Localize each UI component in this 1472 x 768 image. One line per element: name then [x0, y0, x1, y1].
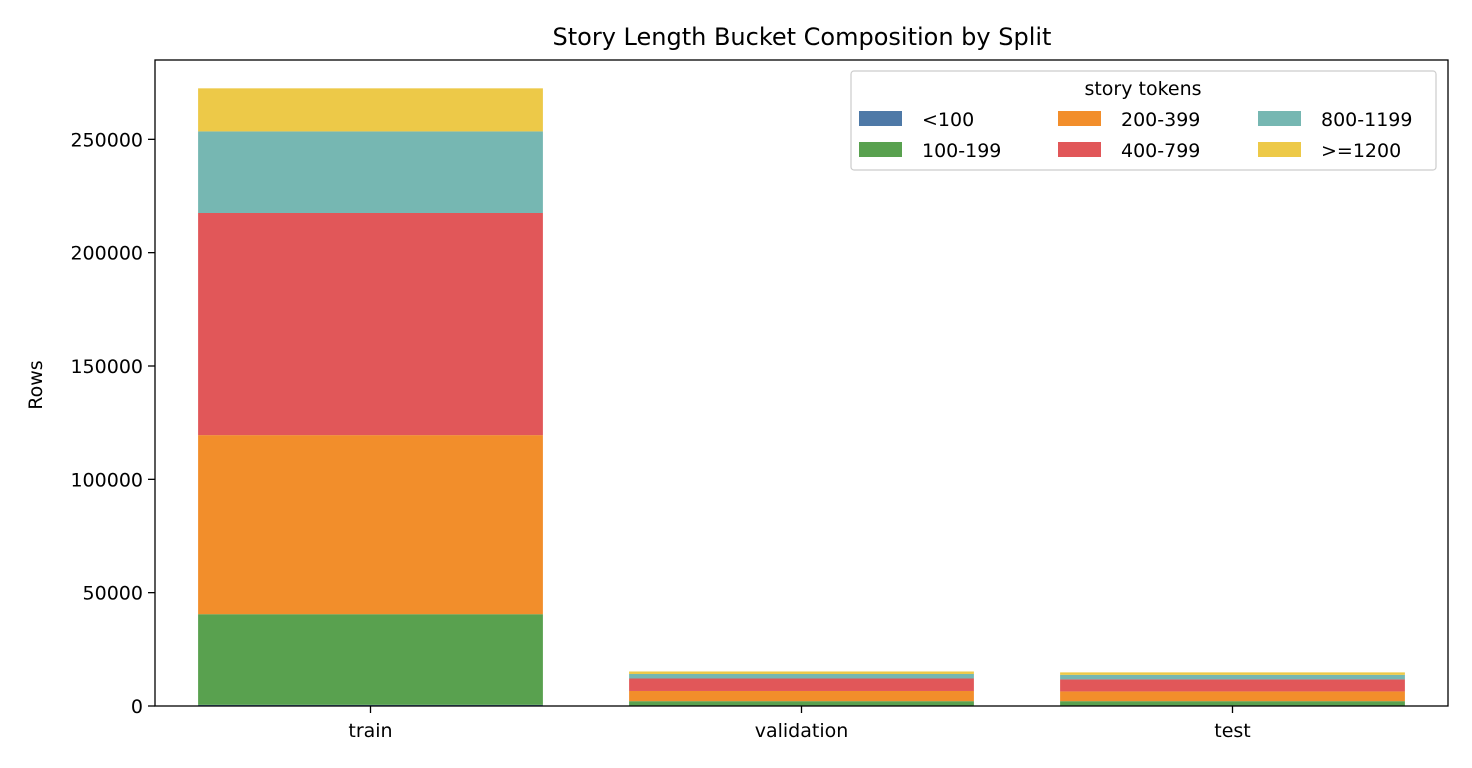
legend-label: >=1200	[1321, 140, 1401, 162]
x-axis-ticks: train validation test	[348, 706, 1251, 742]
bar-segment-train-2	[198, 435, 543, 615]
x-tick-label: train	[348, 720, 392, 742]
bar-segment-test-5	[1060, 672, 1405, 675]
legend-label: 800-1199	[1321, 109, 1412, 131]
y-tick-label: 100000	[70, 469, 143, 491]
y-axis-ticks: 0 50000 100000 150000 200000 250000	[70, 129, 155, 718]
y-tick-label: 200000	[70, 243, 143, 265]
y-tick-label: 0	[131, 696, 143, 718]
y-tick-label: 250000	[70, 129, 143, 151]
bar-segment-train-4	[198, 131, 543, 213]
y-tick-label: 150000	[70, 356, 143, 378]
legend-label: 400-799	[1121, 140, 1200, 162]
y-axis-label: Rows	[25, 360, 47, 409]
legend-swatch	[859, 142, 902, 157]
bar-segment-train-3	[198, 213, 543, 436]
legend-swatch	[1058, 142, 1101, 157]
bar-segment-validation-1	[629, 701, 974, 706]
x-tick-label: validation	[755, 720, 849, 742]
bar-stacks	[198, 88, 1405, 706]
legend-title: story tokens	[1084, 78, 1201, 100]
chart-title: Story Length Bucket Composition by Split	[553, 23, 1052, 51]
x-tick-label: test	[1214, 720, 1251, 742]
bar-segment-validation-3	[629, 678, 974, 691]
legend-swatch	[859, 111, 902, 126]
y-tick-label: 50000	[83, 583, 143, 605]
bar-segment-validation-4	[629, 673, 974, 679]
bar-segment-validation-2	[629, 690, 974, 702]
bar-segment-test-4	[1060, 674, 1405, 680]
legend-label: 200-399	[1121, 109, 1200, 131]
bar-segment-train-5	[198, 88, 543, 132]
legend-label: 100-199	[922, 140, 1001, 162]
bar-segment-validation-5	[629, 671, 974, 674]
bar-segment-train-1	[198, 614, 543, 705]
bar-segment-test-1	[1060, 701, 1405, 706]
legend-swatch	[1258, 142, 1301, 157]
legend-swatch	[1258, 111, 1301, 126]
legend-label: <100	[922, 109, 974, 131]
plot-area-frame	[154, 59, 1449, 707]
bar-segment-test-3	[1060, 679, 1405, 692]
bar-segment-test-2	[1060, 691, 1405, 702]
legend: story tokens <100 100-199 200-399 400-799 80…	[850, 70, 1437, 171]
legend-swatch	[1058, 111, 1101, 126]
